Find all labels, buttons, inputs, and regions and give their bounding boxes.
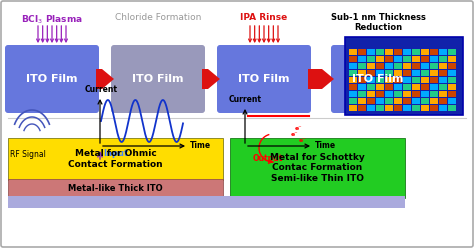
Bar [358, 105, 366, 111]
Bar [448, 98, 456, 104]
FancyBboxPatch shape [111, 45, 205, 113]
Bar [430, 56, 438, 62]
Bar [394, 105, 402, 111]
Bar [394, 63, 402, 69]
Bar [385, 98, 393, 104]
Bar [448, 56, 456, 62]
Bar [358, 70, 366, 76]
Bar [430, 63, 438, 69]
Bar [412, 91, 420, 97]
Bar [349, 98, 357, 104]
Bar [421, 84, 429, 90]
Bar [448, 63, 456, 69]
Text: e⁻: e⁻ [291, 132, 299, 137]
Bar [403, 91, 411, 97]
Bar [358, 98, 366, 104]
Text: Output: Output [253, 154, 283, 163]
Bar [430, 105, 438, 111]
Bar [367, 70, 375, 76]
Bar [403, 63, 411, 69]
Bar [385, 70, 393, 76]
Bar [376, 70, 384, 76]
Bar [376, 77, 384, 83]
Text: ITO Film: ITO Film [132, 74, 184, 84]
Bar [385, 91, 393, 97]
Bar [430, 98, 438, 104]
Bar [448, 91, 456, 97]
Bar [421, 77, 429, 83]
Bar [8, 138, 223, 180]
Bar [376, 91, 384, 97]
Bar [394, 84, 402, 90]
Bar [358, 56, 366, 62]
Text: Metal for Ohmic
Contact Formation: Metal for Ohmic Contact Formation [68, 149, 163, 169]
Bar [430, 49, 438, 55]
Text: e⁻: e⁻ [299, 138, 307, 143]
Bar [430, 70, 438, 76]
Bar [430, 84, 438, 90]
Bar [448, 70, 456, 76]
Text: Sub-1 nm Thickness
Reduction: Sub-1 nm Thickness Reduction [330, 13, 426, 32]
Bar [394, 49, 402, 55]
Bar [412, 70, 420, 76]
Bar [367, 63, 375, 69]
Bar [430, 91, 438, 97]
Bar [448, 84, 456, 90]
Bar [439, 77, 447, 83]
Text: RF Signal: RF Signal [10, 150, 46, 159]
Bar [367, 77, 375, 83]
Text: Chloride Formation: Chloride Formation [115, 13, 201, 22]
Bar [349, 105, 357, 111]
Bar [412, 63, 420, 69]
Bar [8, 179, 223, 198]
Bar [421, 70, 429, 76]
Bar [439, 56, 447, 62]
Bar [448, 49, 456, 55]
Bar [367, 56, 375, 62]
Bar [403, 77, 411, 83]
Text: ITO Film: ITO Film [26, 74, 78, 84]
Bar [421, 105, 429, 111]
Bar [349, 84, 357, 90]
FancyBboxPatch shape [5, 45, 99, 113]
Text: BCl$_3$ Plasma: BCl$_3$ Plasma [21, 13, 83, 26]
Text: Current: Current [228, 95, 262, 104]
Bar [439, 98, 447, 104]
Bar [412, 84, 420, 90]
Bar [349, 70, 357, 76]
Polygon shape [308, 69, 334, 89]
Bar [385, 56, 393, 62]
Text: Time: Time [190, 142, 211, 151]
Bar [349, 56, 357, 62]
Bar [412, 49, 420, 55]
Bar [376, 105, 384, 111]
Bar [394, 77, 402, 83]
Bar [385, 63, 393, 69]
Bar [421, 98, 429, 104]
Bar [403, 70, 411, 76]
Bar [430, 77, 438, 83]
Bar [358, 63, 366, 69]
Bar [385, 77, 393, 83]
Bar [412, 105, 420, 111]
Bar [349, 63, 357, 69]
Text: ITO Film: ITO Film [238, 74, 290, 84]
Bar [412, 56, 420, 62]
Bar [345, 37, 463, 115]
Bar [421, 56, 429, 62]
Bar [403, 98, 411, 104]
Bar [403, 49, 411, 55]
Bar [367, 84, 375, 90]
Bar [349, 91, 357, 97]
Bar [412, 98, 420, 104]
Bar [367, 105, 375, 111]
Bar [385, 84, 393, 90]
Bar [439, 49, 447, 55]
Bar [358, 77, 366, 83]
Bar [367, 49, 375, 55]
Bar [358, 49, 366, 55]
FancyBboxPatch shape [331, 45, 425, 113]
Bar [403, 84, 411, 90]
Bar [421, 63, 429, 69]
